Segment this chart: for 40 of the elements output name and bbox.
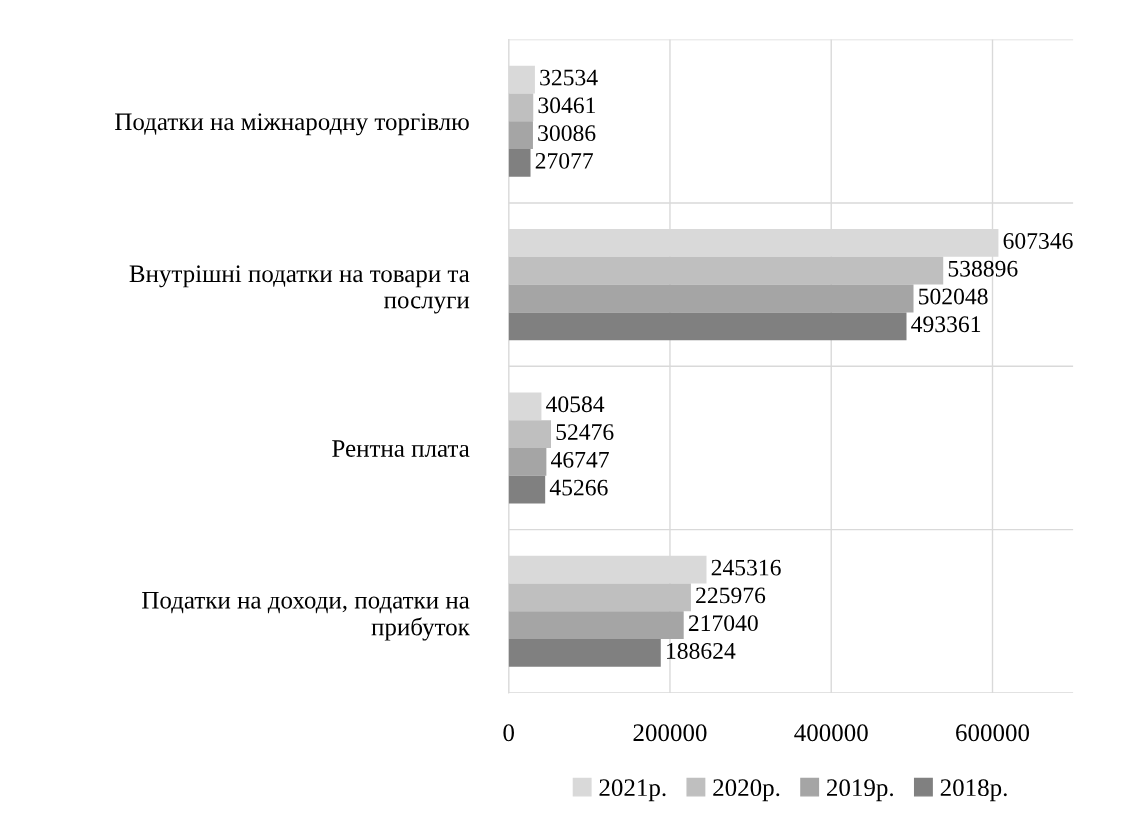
data-label: 225976 xyxy=(696,587,766,604)
data-label: 493361 xyxy=(911,316,981,333)
y-tick-label: Податки на міжнародну торгівлю xyxy=(115,113,469,136)
bar xyxy=(508,284,914,313)
legend-label: 2019р. xyxy=(827,779,894,802)
bar xyxy=(508,639,661,667)
data-label: 188624 xyxy=(667,642,736,659)
data-label: 27077 xyxy=(535,152,594,169)
data-label: 607346 xyxy=(1003,232,1073,249)
data-label: 245316 xyxy=(711,559,781,576)
data-label: 30086 xyxy=(538,125,596,142)
y-tick-label: Рентна плата xyxy=(332,440,470,457)
data-label: 502048 xyxy=(919,288,988,305)
x-tick-label: 400000 xyxy=(794,724,868,742)
bar xyxy=(508,583,691,612)
data-label: 40584 xyxy=(546,396,605,413)
bar xyxy=(508,149,531,177)
x-tick-label: 200000 xyxy=(633,724,707,742)
bar xyxy=(508,256,944,285)
bar xyxy=(508,312,907,341)
data-label: 32534 xyxy=(540,69,598,86)
data-label: 538896 xyxy=(948,260,1018,277)
legend-label: 2020р. xyxy=(713,779,780,802)
y-tick-label: Податки на доходи, податки на прибуток xyxy=(142,592,470,641)
bar xyxy=(508,611,684,640)
x-tick-label: 0 xyxy=(503,724,514,742)
data-label: 217040 xyxy=(688,615,758,632)
legend-label: 2018р. xyxy=(940,779,1007,802)
data-label: 52476 xyxy=(556,424,614,440)
bar xyxy=(508,420,551,448)
data-label: 45266 xyxy=(549,479,608,496)
data-label: 30461 xyxy=(538,97,596,114)
data-label: 46747 xyxy=(551,451,609,468)
bar xyxy=(508,93,534,122)
y-tick-label: Внутрішні податки на товари та послуги xyxy=(129,265,470,314)
bar xyxy=(508,121,533,150)
legend-label: 2021р. xyxy=(599,779,666,802)
x-tick-label: 600000 xyxy=(956,724,1030,742)
bar xyxy=(508,447,547,476)
bar xyxy=(508,475,546,504)
